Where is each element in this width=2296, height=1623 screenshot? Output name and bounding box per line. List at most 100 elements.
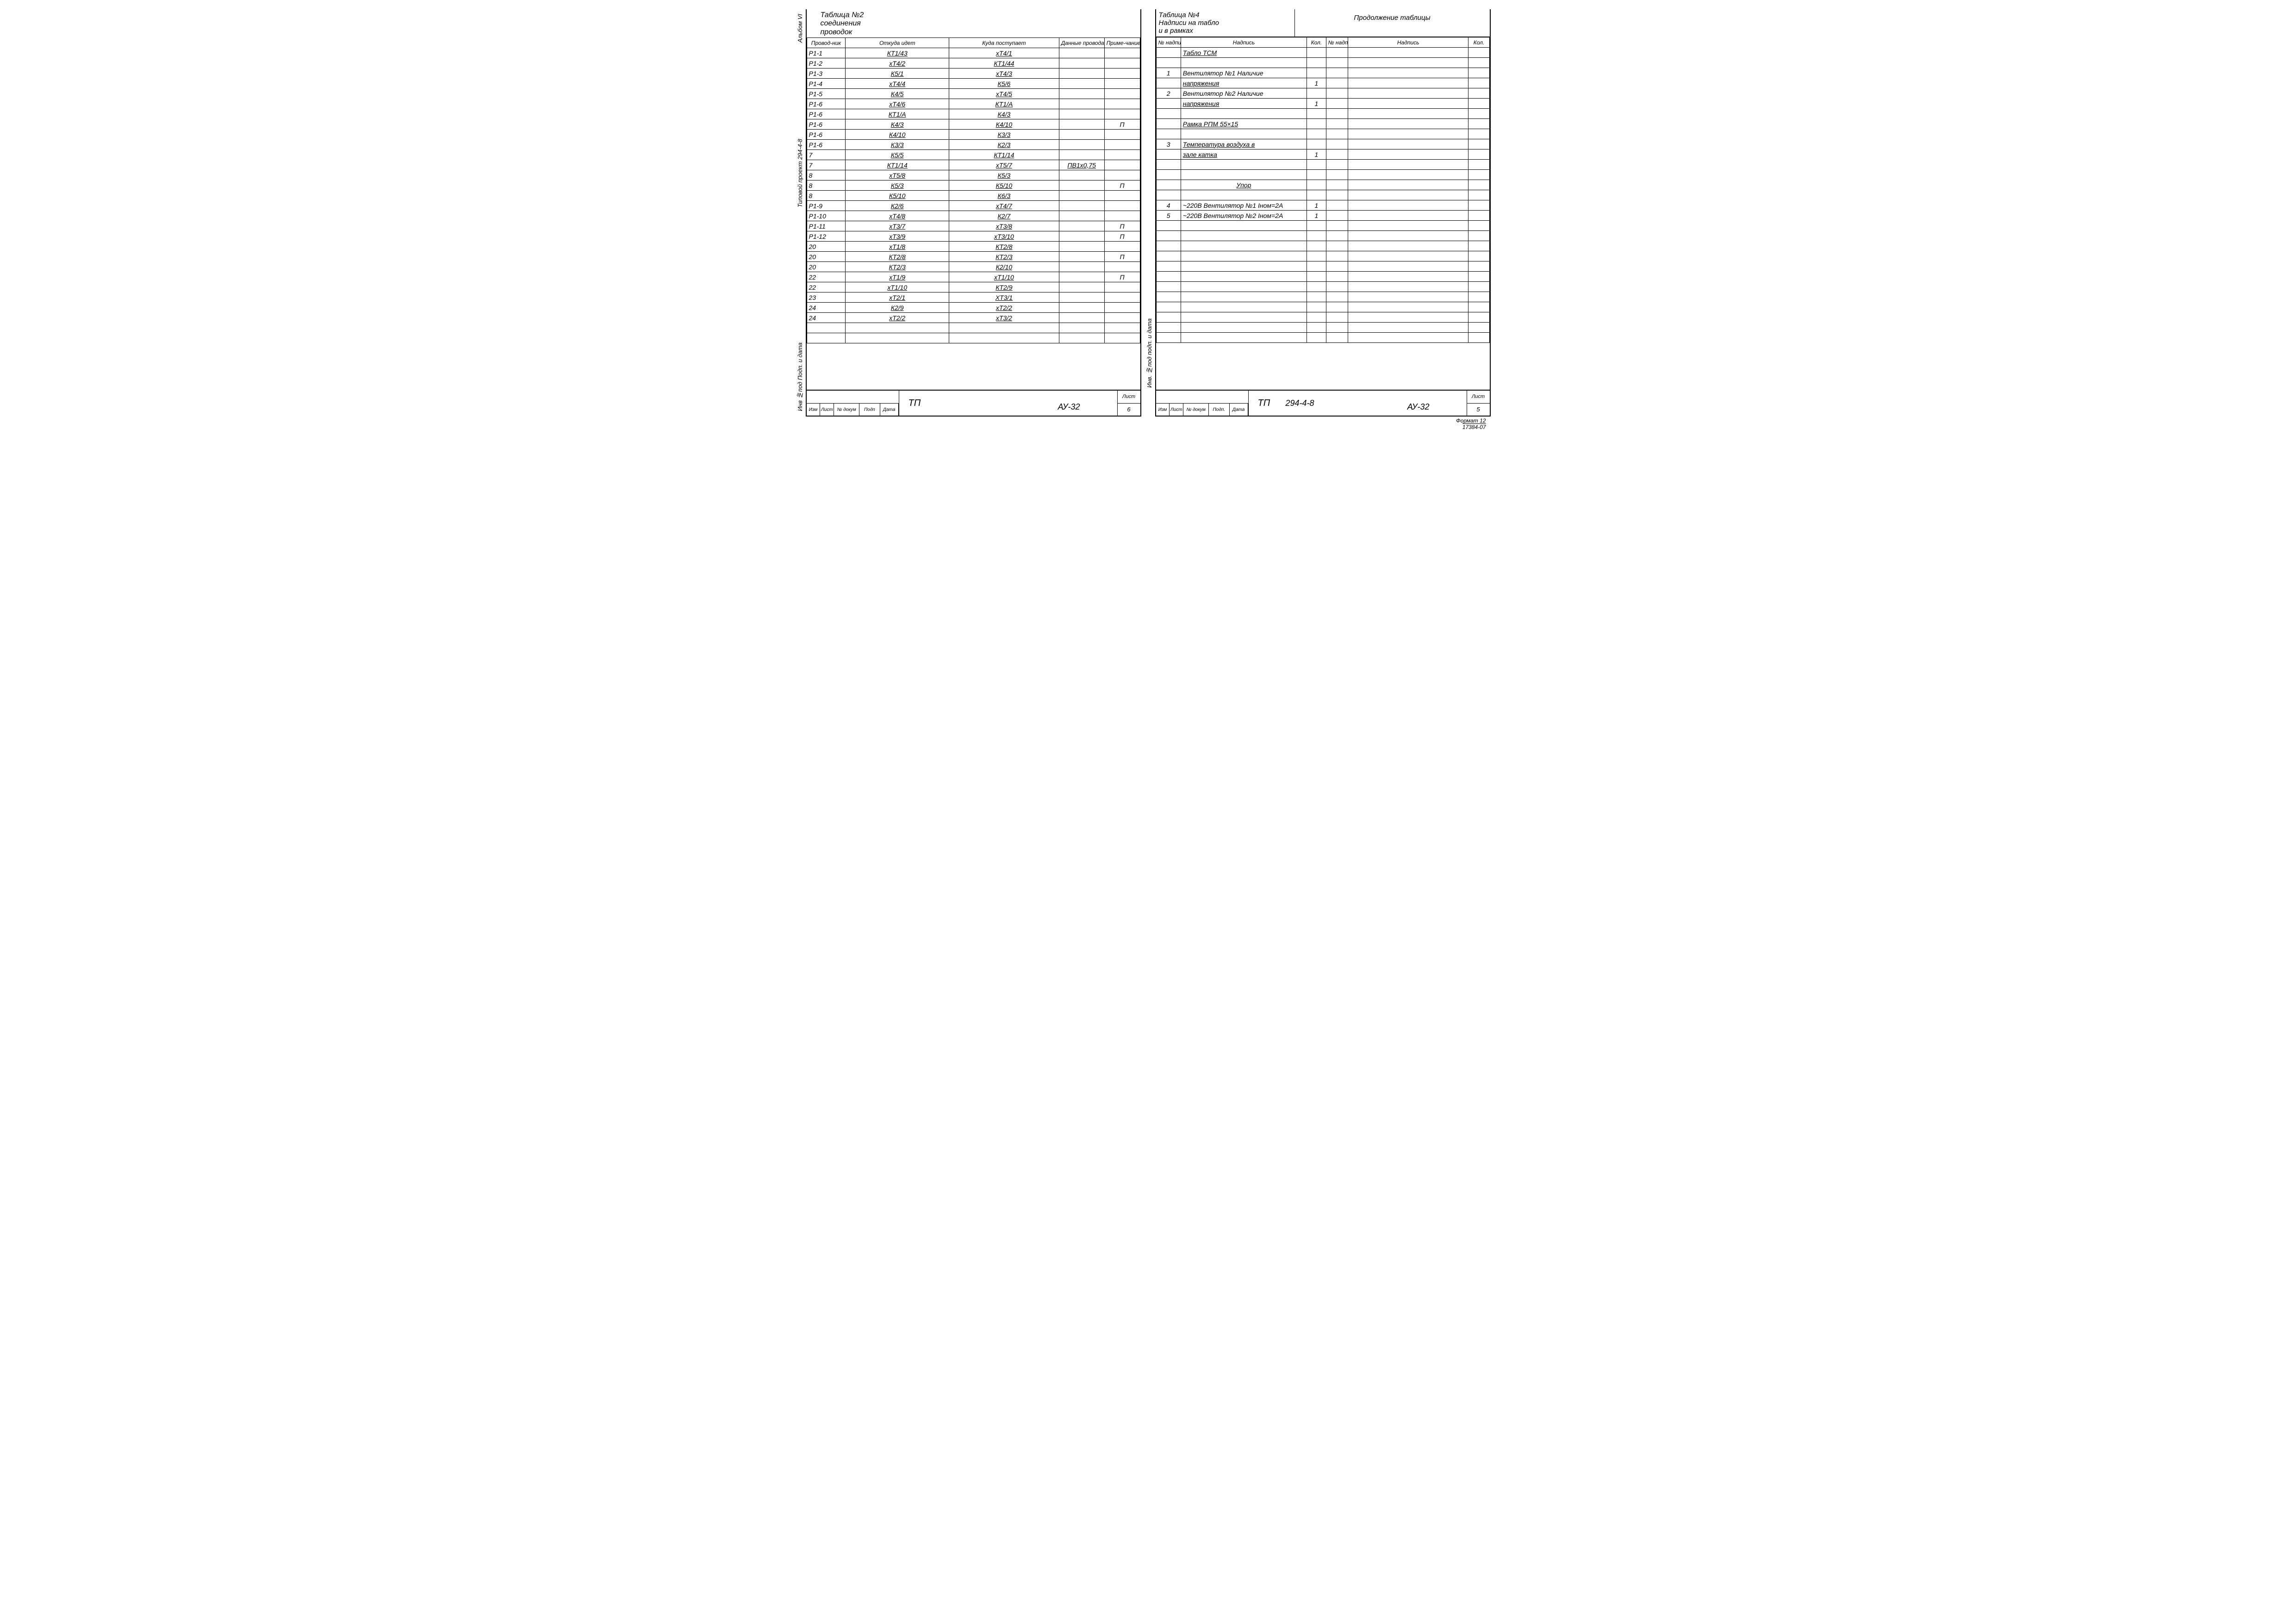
table-cell xyxy=(1348,48,1468,58)
table-cell xyxy=(1348,231,1468,241)
table-cell: P1-6 xyxy=(807,99,846,109)
table-cell xyxy=(1059,170,1104,180)
table-row xyxy=(1156,221,1489,231)
table-cell xyxy=(1104,262,1140,272)
table-cell: xТ4/6 xyxy=(846,99,949,109)
table-cell: 3 xyxy=(1156,139,1181,149)
table-cell: 5 xyxy=(1156,211,1181,221)
table-cell: xТ2/1 xyxy=(846,292,949,303)
table-cell xyxy=(1468,119,1489,129)
table-cell xyxy=(1156,282,1181,292)
table-cell xyxy=(1468,292,1489,302)
table-cell xyxy=(1059,68,1104,79)
table-cell xyxy=(1104,150,1140,160)
table-cell: P1-12 xyxy=(807,231,846,242)
table-cell xyxy=(1156,302,1181,312)
table-cell xyxy=(1326,170,1348,180)
header-line: проводок xyxy=(821,28,1136,37)
table-row: 22xТ1/9xТ1/10П xyxy=(807,272,1140,282)
table-cell: xТ4/3 xyxy=(949,68,1059,79)
table-cell: xТ4/5 xyxy=(949,89,1059,99)
table-row: P1-6xТ4/6КТ1/А xyxy=(807,99,1140,109)
table-cell: К6/3 xyxy=(949,191,1059,201)
title-block: ИзмЛист№ докумПодп.Дата ТП 294-4-8 АУ-32… xyxy=(1156,390,1490,416)
table-row xyxy=(1156,333,1489,343)
tp-label: ТП xyxy=(1258,398,1270,409)
table-cell: xТ5/8 xyxy=(846,170,949,180)
table-row: напряжения1 xyxy=(1156,99,1489,109)
table-cell xyxy=(1104,211,1140,221)
table-row: P1-2xТ4/2КТ1/44 xyxy=(807,58,1140,68)
table-cell xyxy=(1468,58,1489,68)
table-cell xyxy=(1059,99,1104,109)
table-row: Упор xyxy=(1156,180,1489,190)
table-cell xyxy=(1326,129,1348,139)
table-row: 5~220В Вентилятор №2 Iном=2А1 xyxy=(1156,211,1489,221)
sheet-label: Лист xyxy=(1467,391,1490,403)
table-cell xyxy=(1468,99,1489,109)
table-cell xyxy=(1326,99,1348,109)
tb-small-cell: № докум xyxy=(834,403,859,416)
table-cell xyxy=(949,333,1059,343)
table-cell xyxy=(1181,261,1307,272)
table-cell xyxy=(1104,130,1140,140)
tb-small-cell: Лист xyxy=(820,403,834,416)
table-cell: xТ3/9 xyxy=(846,231,949,242)
table-cell: К4/3 xyxy=(949,109,1059,119)
table-cell xyxy=(1468,231,1489,241)
table-row: P1-6К4/3К4/10П xyxy=(807,119,1140,130)
table-row: P1-9К2/6xТ4/7 xyxy=(807,201,1140,211)
table-cell xyxy=(1348,149,1468,160)
table-cell xyxy=(1059,262,1104,272)
table-cell xyxy=(1468,78,1489,88)
table-cell xyxy=(1059,130,1104,140)
table-cell xyxy=(1307,312,1326,323)
table-cell xyxy=(1326,261,1348,272)
table-cell xyxy=(1059,211,1104,221)
sheet-number: 6 xyxy=(1118,403,1140,416)
table-cell xyxy=(1156,261,1181,272)
table-cell xyxy=(1059,140,1104,150)
table-cell: 22 xyxy=(807,282,846,292)
table-cell xyxy=(1104,79,1140,89)
header-line: соединения xyxy=(821,19,1136,28)
margin-inv: Инв №под Подп. и дата xyxy=(796,342,803,411)
table-row xyxy=(807,333,1140,343)
table-cell: ~220В Вентилятор №1 Iном=2А xyxy=(1181,200,1307,211)
table-cell xyxy=(1156,221,1181,231)
table-row: P1-5К4/5xТ4/5 xyxy=(807,89,1140,99)
table-cell xyxy=(1468,109,1489,119)
table-cell xyxy=(1307,68,1326,78)
table-cell xyxy=(1468,139,1489,149)
table-row xyxy=(1156,109,1489,119)
left-page: Альбом VI Типовой проект 294-4-8 Инв №по… xyxy=(806,9,1141,417)
column-header: Надпись xyxy=(1181,37,1307,48)
table-cell: К2/7 xyxy=(949,211,1059,221)
table-cell xyxy=(1181,190,1307,200)
project-code: АУ-32 xyxy=(1407,402,1430,412)
table-cell: xТ5/7 xyxy=(949,160,1059,170)
table-cell: P1-6 xyxy=(807,109,846,119)
margin-project: Типовой проект 294-4-8 xyxy=(796,139,803,207)
table-cell xyxy=(1468,129,1489,139)
table-cell xyxy=(1307,129,1326,139)
table-cell xyxy=(1348,180,1468,190)
table-cell: 1 xyxy=(1156,68,1181,78)
table-cell xyxy=(1307,251,1326,261)
table-cell xyxy=(1156,241,1181,251)
table-cell: КТ1/А xyxy=(949,99,1059,109)
table-cell xyxy=(1326,190,1348,200)
header-line: Таблица №4 xyxy=(1159,11,1292,19)
table-row: 24xТ2/2xТ3/2 xyxy=(807,313,1140,323)
table-cell xyxy=(1307,170,1326,180)
table-cell xyxy=(1307,109,1326,119)
table-cell: 1 xyxy=(1307,78,1326,88)
table-cell: xТ4/7 xyxy=(949,201,1059,211)
tb-small-cell: № докум xyxy=(1183,403,1209,416)
table-cell: К4/3 xyxy=(846,119,949,130)
table-row xyxy=(1156,231,1489,241)
table-cell xyxy=(1059,221,1104,231)
table-cell: КТ2/3 xyxy=(949,252,1059,262)
table-cell xyxy=(1326,302,1348,312)
table-cell xyxy=(1468,261,1489,272)
